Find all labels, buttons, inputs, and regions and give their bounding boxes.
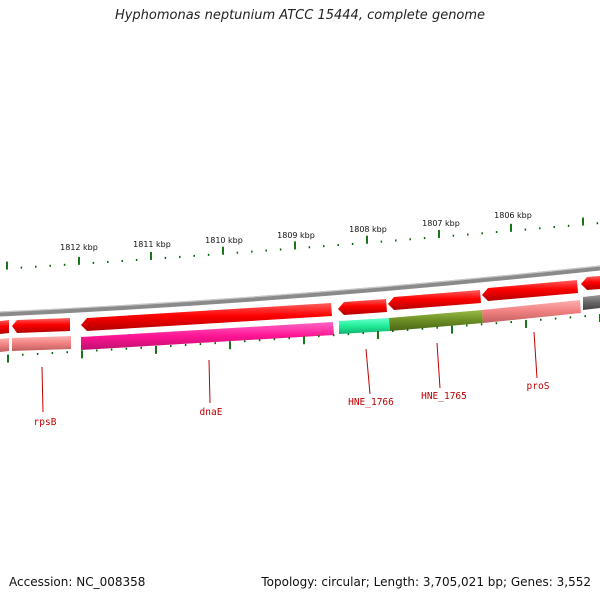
gene-label-HNE_1766: HNE_1766 <box>348 397 394 408</box>
map-title: Hyphomonas neptunium ATCC 15444, complet… <box>114 8 486 23</box>
gene-labels: rpsB dnaE HNE_1766 HNE_1765 proS <box>34 381 550 428</box>
gene-label-HNE_1765: HNE_1765 <box>421 391 467 402</box>
gene-feature-red <box>581 276 600 290</box>
genome-backbone <box>0 265 600 317</box>
ruler-labels: 1812 kbp 1811 kbp 1810 kbp 1809 kbp 1808… <box>60 211 532 252</box>
gene-feature-rpsB <box>12 336 71 351</box>
feature-ticks <box>7 314 600 363</box>
ruler-label: 1810 kbp <box>205 236 243 245</box>
gene-feature-red <box>0 320 9 334</box>
gene-feature-gray <box>583 295 600 310</box>
ruler-label: 1809 kbp <box>277 231 315 240</box>
ruler-label: 1806 kbp <box>494 211 532 220</box>
ruler-label: 1807 kbp <box>422 219 460 228</box>
ruler-label: 1811 kbp <box>133 240 171 249</box>
gene-feature-red <box>12 318 70 333</box>
gene-feature-HNE_1766 <box>339 318 390 334</box>
gene-label-leaders <box>41 331 538 413</box>
genome-summary-text: Topology: circular; Length: 3,705,021 bp… <box>261 575 591 589</box>
accession-text: Accession: NC_008358 <box>9 575 146 589</box>
gene-feature-red <box>81 303 332 331</box>
gene-feature-HNE_1765 <box>389 310 483 331</box>
gene-feature-red <box>338 299 387 315</box>
ruler-label: 1812 kbp <box>60 243 98 252</box>
gene-label-rpsB: rpsB <box>34 417 57 428</box>
ruler-label: 1808 kbp <box>349 225 387 234</box>
strand-reverse <box>0 295 600 352</box>
gene-label-dnaE: dnaE <box>200 407 223 418</box>
gene-feature-pink <box>0 338 9 352</box>
ruler-ticks <box>6 217 599 270</box>
gene-feature-proS <box>482 300 581 323</box>
gene-feature-dnaE <box>81 322 334 350</box>
gene-feature-red <box>388 290 481 310</box>
gene-label-proS: proS <box>527 381 550 392</box>
gene-feature-red <box>482 280 578 301</box>
strand-forward <box>0 276 600 334</box>
